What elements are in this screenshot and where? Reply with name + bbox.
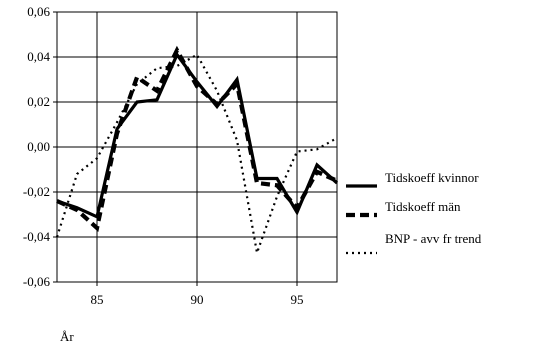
x-axis: 85 90 95 (91, 282, 304, 307)
y-axis: -0,06 -0,04 -0,02 0,00 0,02 0,04 0,06 (23, 4, 57, 289)
y-tick-label: -0,04 (23, 229, 51, 244)
series-line-man (56, 45, 338, 232)
legend-label-kvinnor: Tidskoeff kvinnor (385, 170, 479, 185)
x-tick-label: 90 (191, 292, 204, 307)
y-tick-label: 0,00 (27, 139, 50, 154)
x-tick-label: 85 (91, 292, 104, 307)
plot-area (56, 11, 338, 283)
legend: Tidskoeff kvinnor Tidskoeff män BNP - avv … (346, 170, 482, 255)
series-lines (55, 45, 339, 258)
legend-label-bnp: BNP - avv fr trend (385, 231, 482, 246)
y-tick-label: -0,06 (23, 274, 51, 289)
legend-label-man: Tidskoeff män (385, 199, 461, 214)
y-tick-label: 0,06 (27, 4, 50, 19)
y-tick-label: 0,04 (27, 49, 50, 64)
x-axis-label: År (60, 329, 74, 344)
x-tick-label: 95 (291, 292, 304, 307)
y-tick-label: -0,02 (23, 184, 50, 199)
y-tick-label: 0,02 (27, 94, 50, 109)
